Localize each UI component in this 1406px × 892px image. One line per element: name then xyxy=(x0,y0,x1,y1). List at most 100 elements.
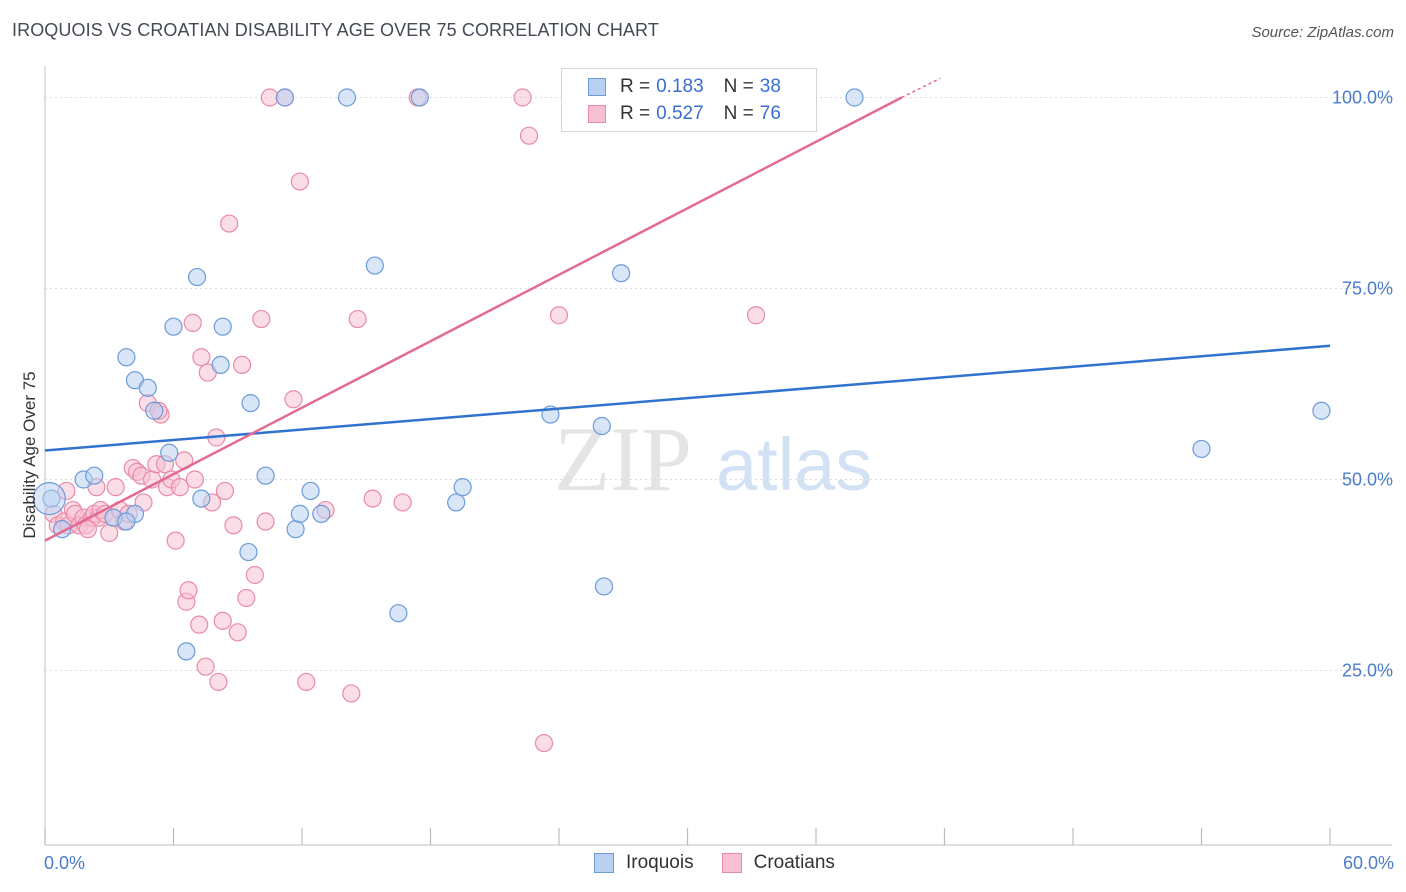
iroquois-r-label: R = xyxy=(620,76,651,97)
iroquois-point xyxy=(187,267,207,287)
chart-title: IROQUOIS VS CROATIAN DISABILITY AGE OVER… xyxy=(12,20,659,40)
croatian-point xyxy=(348,309,367,329)
croatian-r-value: 0.527 xyxy=(656,103,704,124)
x-tick-label: 0.0% xyxy=(44,853,85,873)
iroquois-trendline xyxy=(44,344,1331,452)
croatian-point xyxy=(185,470,205,489)
iroquois-point xyxy=(164,317,183,336)
iroquois-point xyxy=(211,355,230,374)
croatian-point xyxy=(252,309,271,329)
croatian-point xyxy=(513,88,532,107)
series-legend: Iroquois Croatians xyxy=(594,852,863,874)
iroquois-point xyxy=(337,88,357,107)
x-tick-label: 60.0% xyxy=(1343,853,1394,873)
iroquois-n-label: N = xyxy=(723,76,754,97)
iroquois-point xyxy=(1192,439,1211,459)
croatian-n-label: N = xyxy=(723,103,754,124)
croatian-point xyxy=(363,489,382,508)
iroquois-point xyxy=(117,348,136,367)
tick-labels: 25.0% 50.0% 75.0% 100.0% 0.0% 60.0% xyxy=(44,88,1394,874)
iroquois-point xyxy=(290,504,309,523)
iroquois-point xyxy=(192,489,211,508)
iroquois-point xyxy=(275,88,294,107)
croatian-point xyxy=(106,478,125,497)
croatian-point xyxy=(220,214,239,233)
iroquois-point xyxy=(592,416,611,436)
croatian-point xyxy=(224,516,243,535)
y-tick-label: 75.0% xyxy=(1342,279,1393,299)
iroquois-point xyxy=(410,88,429,107)
croatian-point xyxy=(170,478,190,497)
croatian-point xyxy=(245,565,264,585)
iroquois-n-value: 38 xyxy=(759,76,781,97)
croatian-legend-label: Croatians xyxy=(753,852,835,873)
iroquois-point xyxy=(447,493,466,512)
iroquois-point xyxy=(845,88,864,107)
croatian-point xyxy=(192,348,211,367)
y-tick-label: 25.0% xyxy=(1342,661,1393,681)
correlation-legend: R = 0.183 N = 38 R = 0.527 N = 76 xyxy=(561,68,817,132)
iroquois-point xyxy=(85,466,104,485)
croatian-point xyxy=(209,672,228,692)
croatian-point xyxy=(284,390,303,409)
chart-source: Source: ZipAtlas.com xyxy=(1251,24,1394,41)
iroquois-points xyxy=(32,88,1331,661)
iroquois-swatch xyxy=(588,78,606,96)
iroquois-point xyxy=(138,378,157,397)
iroquois-point xyxy=(453,478,472,497)
croatian-point xyxy=(100,523,119,543)
croatian-point xyxy=(78,520,97,539)
iroquois-point xyxy=(160,443,179,462)
croatian-point xyxy=(519,126,539,145)
croatian-point xyxy=(534,733,554,753)
croatian-point xyxy=(297,672,316,692)
iroquois-point xyxy=(594,577,614,596)
iroquois-point xyxy=(301,481,320,501)
legend-item-iroquois: Iroquois xyxy=(594,852,694,874)
y-tick-label: 100.0% xyxy=(1332,88,1393,108)
croatian-point xyxy=(746,306,766,325)
iroquois-point xyxy=(1312,401,1331,420)
iroquois-point xyxy=(286,520,305,539)
iroquois-r-value: 0.183 xyxy=(656,76,704,97)
iroquois-point xyxy=(177,642,196,661)
croatian-n-value: 76 xyxy=(759,103,781,124)
croatian-swatch xyxy=(588,105,606,123)
iroquois-point-large xyxy=(32,482,66,516)
croatian-trendline-extension xyxy=(901,77,941,99)
croatian-point xyxy=(228,623,247,642)
watermark: ZIP atlas xyxy=(554,408,872,510)
iroquois-legend-swatch xyxy=(594,853,614,873)
croatian-r-label: R = xyxy=(620,103,651,124)
iroquois-point xyxy=(256,466,275,485)
y-tick-label: 50.0% xyxy=(1342,470,1393,490)
iroquois-legend-label: Iroquois xyxy=(626,852,694,873)
iroquois-point xyxy=(213,317,232,336)
croatian-point xyxy=(549,306,569,325)
croatian-point xyxy=(256,512,275,531)
croatian-point xyxy=(237,588,256,608)
croatian-point xyxy=(179,581,198,600)
croatian-trendline xyxy=(44,96,903,542)
croatian-point xyxy=(213,611,232,630)
iroquois-point xyxy=(117,512,136,531)
iroquois-point xyxy=(365,256,384,275)
trendlines xyxy=(44,77,1331,542)
iroquois-point xyxy=(145,401,164,420)
croatian-point xyxy=(290,172,309,191)
y-axis-label: Disability Age Over 75 xyxy=(20,371,39,538)
legend-row-iroquois: R = 0.183 N = 38 xyxy=(588,75,781,99)
croatian-point xyxy=(183,313,202,332)
iroquois-point xyxy=(612,264,631,283)
croatian-point xyxy=(166,531,185,550)
gridlines xyxy=(45,97,1392,671)
iroquois-point xyxy=(312,504,331,523)
iroquois-point xyxy=(241,394,260,413)
croatian-legend-swatch xyxy=(721,853,742,873)
axes xyxy=(44,66,1392,846)
croatian-point xyxy=(342,684,361,703)
croatian-point xyxy=(190,615,209,634)
croatian-point xyxy=(215,481,234,501)
watermark-atlas: atlas xyxy=(716,423,872,506)
